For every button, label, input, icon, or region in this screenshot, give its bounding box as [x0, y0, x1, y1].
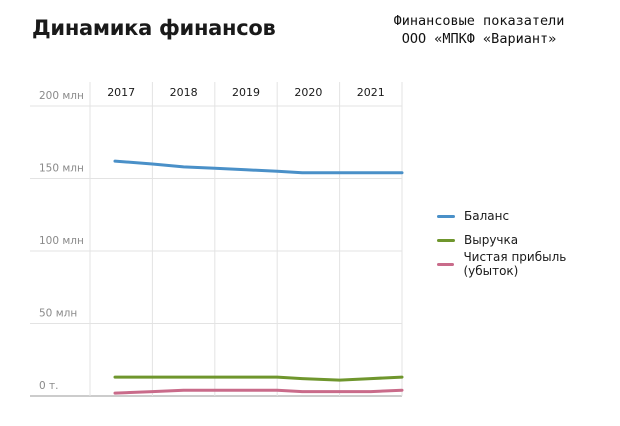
y-tick-label: 150 млн [39, 163, 84, 175]
legend-label: Баланс [464, 209, 510, 223]
chart-title: Динамика финансов [32, 16, 276, 40]
legend-swatch [437, 238, 455, 242]
chart-subtitle: Финансовые показатели ООО «МПКФ «Вариант… [372, 12, 586, 48]
legend-item: Чистая прибыль (убыток) [437, 250, 620, 278]
x-tick-label: 2019 [232, 86, 260, 99]
legend-label: Чистая прибыль (убыток) [463, 250, 567, 278]
subtitle-line-2: ООО «МПКФ «Вариант» [401, 31, 557, 47]
x-tick-label: 2020 [294, 86, 322, 99]
legend-label: Выручка [464, 233, 519, 247]
y-tick-label: 100 млн [39, 235, 84, 247]
subtitle-line-1: Финансовые показатели [393, 13, 565, 29]
legend-swatch [437, 214, 455, 218]
x-tick-label: 2018 [170, 86, 198, 99]
x-tick-label: 2021 [357, 86, 385, 99]
y-tick-label: 50 млн [39, 308, 77, 320]
series-line [113, 388, 404, 395]
legend-item: Выручка [437, 228, 620, 252]
y-tick-label: 0 т. [39, 380, 58, 392]
legend-swatch [437, 262, 455, 266]
chart-legend: Баланс Выручка Чистая прибыль (убыток) [437, 204, 620, 278]
y-tick-label: 200 млн [39, 90, 84, 102]
legend-item: Баланс [437, 204, 620, 228]
series-line [113, 159, 404, 175]
series-line [113, 375, 404, 382]
x-tick-label: 2017 [107, 86, 135, 99]
